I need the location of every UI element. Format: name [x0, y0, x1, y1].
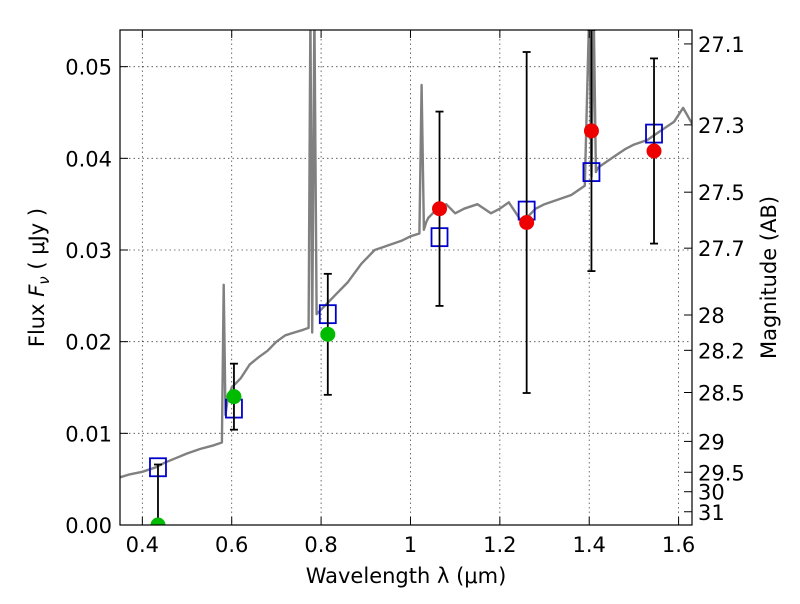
x-tick-label: 0.4 — [126, 533, 159, 557]
y-axis-label-unit: ( μJy ) — [25, 208, 49, 276]
mag-tick-label: 28.2 — [698, 339, 745, 363]
mag-tick-label: 28 — [698, 304, 725, 328]
x-axis-label: Wavelength λ (μm) — [306, 564, 507, 588]
observed-flux-point — [320, 326, 336, 342]
y-tick-label: 0.02 — [65, 331, 112, 355]
y-tick-label: 0.01 — [65, 422, 112, 446]
mag-tick-label: 29 — [698, 430, 725, 454]
plot-background — [120, 30, 692, 525]
x-tick-label: 1 — [404, 533, 417, 557]
y-tick-label: 0.03 — [65, 239, 112, 263]
y-axis-label-symbol: F — [25, 284, 49, 297]
y-axis-label-subscript: ν — [35, 276, 53, 284]
observed-flux-point — [432, 201, 448, 217]
right-axis-label: Magnitude (AB) — [757, 196, 781, 359]
y-tick-label: 0.00 — [65, 514, 112, 538]
observed-flux-point — [583, 123, 599, 139]
x-tick-label: 1.4 — [573, 533, 606, 557]
mag-tick-label: 27.3 — [698, 114, 745, 138]
observed-flux-point — [646, 143, 662, 159]
x-tick-label: 1.2 — [483, 533, 516, 557]
observed-flux-point — [150, 517, 166, 525]
data-layer — [120, 30, 692, 525]
plot-frame — [119, 29, 693, 526]
mag-tick-label: 27.7 — [698, 237, 745, 261]
observed-flux-point — [519, 215, 535, 230]
mag-tick-label: 31 — [698, 501, 725, 525]
x-tick-label: 1.6 — [662, 533, 695, 557]
observed-flux-point — [226, 389, 242, 405]
x-tick-label: 0.6 — [215, 533, 248, 557]
mag-tick-label: 27.1 — [698, 33, 745, 57]
y-axis-label-text: Flux — [25, 297, 49, 347]
mag-tick-label: 28.5 — [698, 382, 745, 406]
y-tick-label: 0.05 — [65, 56, 112, 80]
y-tick-label: 0.04 — [65, 147, 112, 171]
y-axis-label: Flux Fν ( μJy ) — [25, 208, 53, 347]
mag-tick-label: 30 — [698, 481, 725, 505]
mag-tick-label: 27.5 — [698, 181, 745, 205]
x-tick-label: 0.8 — [304, 533, 337, 557]
mag-tick-label: 29.5 — [698, 461, 745, 485]
